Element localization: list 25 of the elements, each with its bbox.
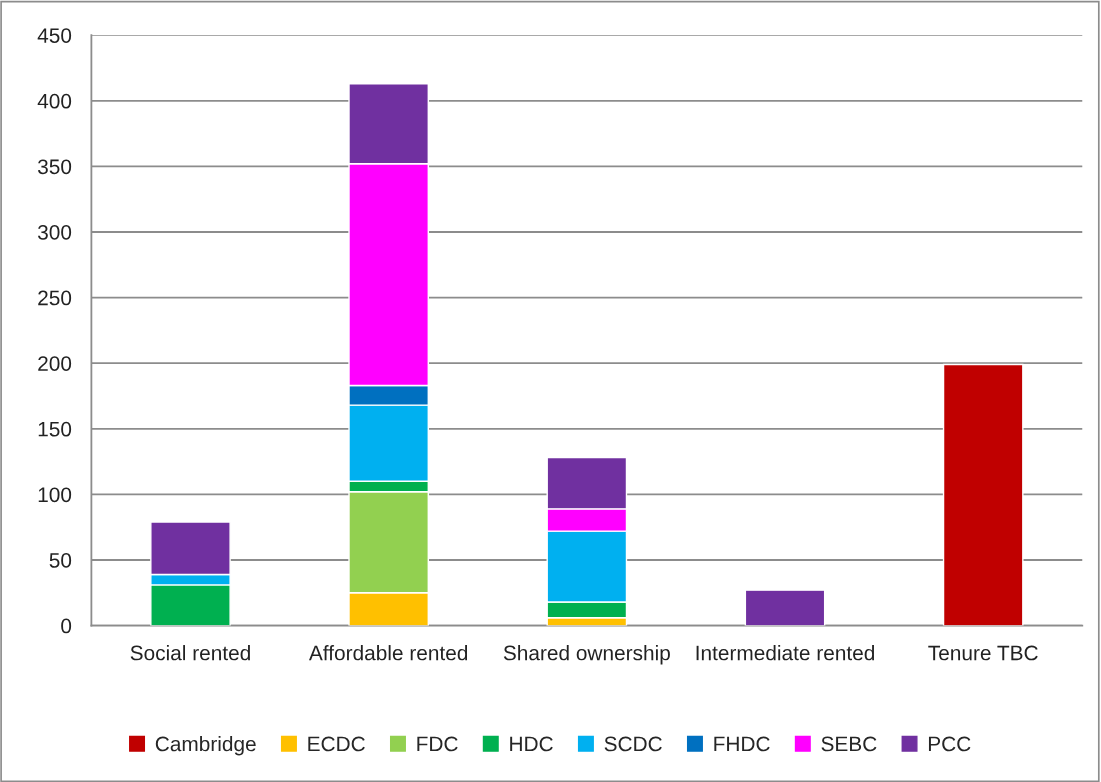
y-tick-label: 100 — [38, 487, 72, 503]
y-tick-label: 450 — [37, 28, 72, 43]
legend-label: FHDC — [714, 736, 770, 752]
y-tick-label: 150 — [38, 421, 72, 437]
x-tick-label: Intermediate rented — [696, 645, 875, 661]
legend-label: HDC — [510, 736, 553, 752]
legend-label: FDC — [417, 736, 458, 752]
y-tick-label: 350 — [37, 159, 72, 175]
y-tick-label: 400 — [37, 93, 72, 109]
x-tick-label: Affordable rented — [308, 645, 468, 661]
legend-label: Cambridge — [155, 736, 256, 756]
y-tick-label: 0 — [61, 618, 72, 634]
y-tick-label: 200 — [38, 356, 72, 371]
bar — [744, 589, 826, 626]
x-tick-label: Social rented — [130, 645, 250, 661]
legend-label: SEBC — [821, 736, 877, 752]
bar — [942, 363, 1024, 626]
x-tick-label: Tenure TBC — [928, 645, 1038, 661]
legend-label: SCDC — [604, 736, 662, 752]
legend-label: ECDC — [308, 736, 365, 752]
y-tick-label: 250 — [38, 290, 72, 306]
x-tick-label: Shared ownership — [503, 645, 670, 665]
y-tick-label: 300 — [37, 224, 72, 240]
y-tick-label: 50 — [49, 553, 72, 568]
legend-label: PCC — [928, 736, 971, 752]
